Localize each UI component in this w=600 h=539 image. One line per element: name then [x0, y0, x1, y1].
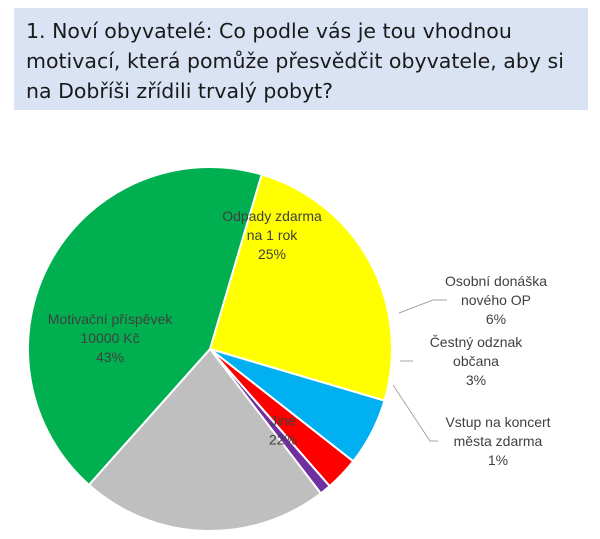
data-label: Vstup na koncert města zdarma 1%: [445, 414, 550, 468]
pie-slice-odpady-zdarma: [208, 173, 393, 402]
data-label-percent: 25%: [258, 246, 286, 262]
leader-line: [392, 384, 438, 442]
data-label-category: nového OP: [461, 292, 531, 308]
data-label-category: Osobní donáška: [445, 273, 547, 289]
data-label-category: Jiné: [270, 413, 296, 429]
data-label-category: občana: [453, 353, 499, 369]
data-label-percent: 43%: [96, 349, 124, 365]
data-label-percent: 6%: [486, 311, 506, 327]
title-box: 1. Noví obyvatelé: Co podle vás je tou v…: [14, 8, 588, 110]
data-label-percent: 3%: [466, 372, 486, 388]
chart-title: 1. Noví obyvatelé: Co podle vás je tou v…: [26, 19, 564, 103]
pie-slice-motivacni-prispevek: [27, 166, 263, 487]
data-label: Osobní donáška nového OP 6%: [445, 273, 547, 327]
data-label-category: Odpady zdarma: [222, 208, 322, 224]
data-label: Odpady zdarma na 1 rok 25%: [222, 208, 322, 262]
data-label-category: Motivační příspěvek: [48, 311, 173, 327]
data-label-category: na 1 rok: [247, 227, 299, 243]
data-label: Jiné 22%: [269, 413, 297, 448]
data-label-category: 10000 Kč: [80, 330, 139, 346]
data-label: Motivační příspěvek 10000 Kč 43%: [48, 311, 173, 365]
data-label: Čestný odznak občana 3%: [430, 334, 524, 388]
data-label-percent: 22%: [269, 432, 297, 448]
data-label-percent: 1%: [488, 452, 508, 468]
pie-slice-jine: [87, 347, 323, 532]
data-label-category: Čestný odznak: [430, 334, 524, 350]
data-label-category: města zdarma: [454, 433, 543, 449]
data-label-category: Vstup na koncert: [445, 414, 550, 430]
leader-line: [398, 299, 447, 314]
